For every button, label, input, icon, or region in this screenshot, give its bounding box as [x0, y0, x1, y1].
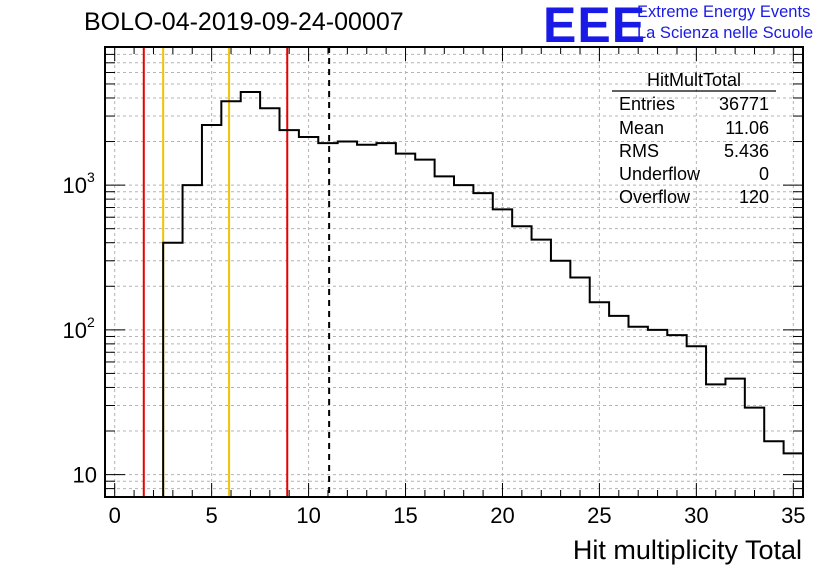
x-tick-label: 20 — [490, 503, 514, 528]
y-tick-label-exponent: 2 — [87, 314, 95, 330]
histogram — [162, 90, 803, 497]
histogram-bin — [454, 185, 473, 497]
histogram-bin — [667, 335, 686, 497]
stats-label-overflow: Overflow — [619, 187, 691, 207]
histogram-bin — [396, 154, 415, 497]
histogram-bin — [590, 302, 609, 497]
chart-title: BOLO-04-2019-09-24-00007 — [84, 8, 404, 36]
histogram-bin — [512, 226, 531, 497]
plot-frame — [104, 46, 804, 498]
stats-title: HitMultTotal — [647, 70, 741, 90]
histogram-bin — [376, 143, 395, 497]
histogram-bin — [706, 384, 725, 497]
y-tick-label-exponent: 3 — [87, 169, 95, 185]
histogram-bin — [202, 125, 221, 497]
histogram-bin — [338, 142, 357, 497]
x-tick-label: 15 — [393, 503, 417, 528]
stats-label-mean: Mean — [619, 118, 664, 138]
histogram-bin — [609, 316, 628, 497]
histogram-bin — [299, 137, 318, 497]
x-tick-label: 25 — [587, 503, 611, 528]
histogram-bin — [221, 101, 240, 497]
grid — [105, 46, 803, 498]
histogram-bin — [532, 240, 551, 497]
histogram-bin — [745, 408, 764, 497]
histogram-bin — [473, 193, 492, 497]
eee-logo: EEE — [543, 0, 647, 53]
stats-box: HitMultTotal Entries 36771 Mean 11.06 RM… — [612, 70, 776, 207]
stats-value-mean: 11.06 — [725, 118, 769, 138]
histogram-bin — [629, 327, 648, 497]
x-tick-label: 35 — [781, 503, 805, 528]
x-axis-label: Hit multiplicity Total — [573, 535, 802, 565]
histogram-bin — [551, 261, 570, 497]
histogram-bin — [318, 143, 337, 497]
x-tick-label: 10 — [296, 503, 320, 528]
histogram-bin — [241, 92, 260, 497]
y-tick-label: 10 — [73, 463, 97, 488]
histogram-bin — [725, 379, 744, 497]
histogram-bin — [183, 185, 202, 497]
histogram-bin — [764, 441, 783, 497]
stats-value-overflow: 120 — [739, 187, 769, 207]
stats-label-entries: Entries — [619, 94, 675, 114]
stats-value-rms: 5.436 — [724, 141, 769, 161]
histogram-bin — [163, 243, 182, 497]
x-axis-ticks: 0 5 10 15 20 25 30 35 — [109, 47, 806, 528]
x-tick-label: 5 — [206, 503, 218, 528]
histogram-bin — [280, 130, 299, 497]
histogram-bin — [648, 330, 667, 497]
axes — [104, 46, 804, 498]
histogram-outline — [162, 90, 803, 497]
stats-label-underflow: Underflow — [619, 164, 701, 184]
y-tick-label: 10 — [63, 318, 87, 343]
y-tick-label: 10 — [63, 173, 87, 198]
logo-subtitle-line2: La Scienza nelle Scuole — [637, 24, 814, 42]
stats-label-rms: RMS — [619, 141, 659, 161]
x-tick-label: 30 — [684, 503, 708, 528]
x-tick-label: 0 — [109, 503, 121, 528]
logo-subtitle-line1: Extreme Energy Events — [637, 3, 811, 21]
histogram-bin — [260, 108, 279, 497]
histogram-bin — [570, 277, 589, 497]
histogram-bin — [493, 209, 512, 497]
histogram-bin — [357, 145, 376, 497]
histogram-bin — [415, 160, 434, 497]
histogram-bin — [687, 346, 706, 497]
histogram-bin — [435, 176, 454, 497]
stats-value-entries: 36771 — [719, 94, 769, 114]
stats-value-underflow: 0 — [759, 164, 769, 184]
